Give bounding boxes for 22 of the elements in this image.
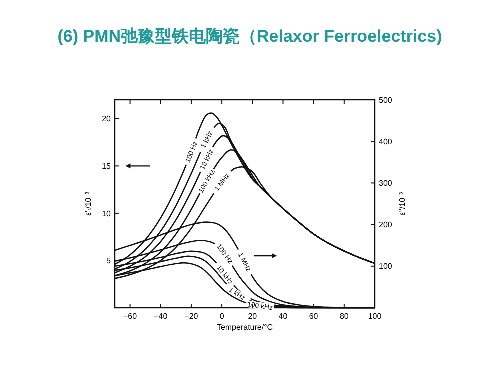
x-tick-label: 80 xyxy=(340,312,350,321)
x-tick-label: 60 xyxy=(309,312,319,321)
x-tick-label: 40 xyxy=(278,312,288,321)
x-tick-label: −60 xyxy=(124,312,138,321)
y-tick-label: 15 xyxy=(102,162,112,171)
x-tick-label: 20 xyxy=(248,312,258,321)
x-axis-title: Temperature/°C xyxy=(216,323,274,332)
y2-tick-label: 200 xyxy=(379,220,393,230)
y2-tick-label: 400 xyxy=(379,137,393,146)
chart-title: (6) PMN弛豫型铁电陶瓷（Relaxor Ferroelectrics) xyxy=(58,27,442,46)
y2-tick-label: 100 xyxy=(379,262,393,272)
y-tick-label: 20 xyxy=(102,114,112,124)
y2-axis-title: ε''/10⁻³ xyxy=(398,192,407,216)
x-tick-label: −40 xyxy=(154,312,168,321)
y-tick-label: 5 xyxy=(106,256,112,266)
y-axis-title: ε'ᵣ/10⁻³ xyxy=(84,192,93,216)
y-tick-label: 10 xyxy=(102,209,112,218)
y2-tick-label: 300 xyxy=(379,179,393,188)
y2-tick-label: 500 xyxy=(379,96,393,105)
x-tick-label: −20 xyxy=(184,312,199,321)
x-tick-label: 0 xyxy=(220,312,225,321)
x-tick-label: 100 xyxy=(368,312,382,321)
